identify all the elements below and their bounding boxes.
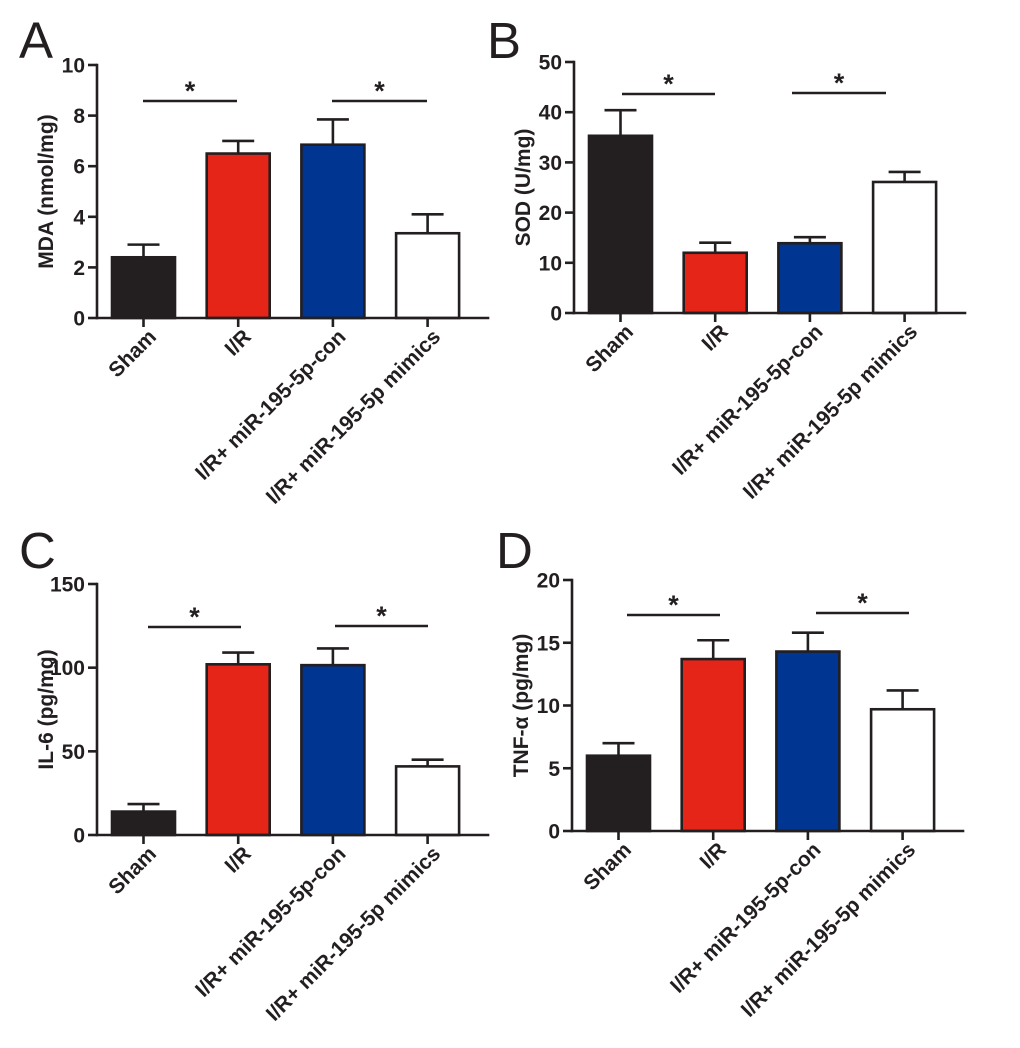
x-tick-label-i-r-mir-195-5p-con: I/R+ miR-195-5p-con (191, 325, 350, 484)
y-tick-label: 100 (50, 657, 85, 680)
panel-a: A MDA (nmol/mg) 0 2 4 6 8 10 Sham I/RI/R+ miR-195… (19, 12, 490, 509)
x-tick-label-i-r-mir-195-5p-mimics: I/R+ miR-195-5p mimics (739, 320, 922, 503)
panel-b: B SOD (U/mg) 0 10 20 30 40 50 Sham I/RI/R+ miR-19… (487, 12, 967, 504)
significance-star: * (663, 69, 674, 99)
x-tick-label-i-r-mir-195-5p-con: I/R+ miR-195-5p-con (668, 320, 827, 479)
bar-sham (587, 134, 654, 315)
y-tick-label: 10 (539, 252, 562, 275)
x-tick-label-i-r-mir-195-5p-mimics: I/R+ miR-195-5p mimics (737, 838, 920, 1021)
bar-i-r-mir-195-5p-mimics (869, 707, 936, 833)
x-tick-label-i-r-mir-195-5p-mimics: I/R+ miR-195-5p mimics (262, 842, 445, 1025)
y-tick-label: 20 (539, 202, 562, 225)
panel-letter: C (19, 522, 56, 579)
y-tick-label: 30 (539, 152, 562, 175)
x-tick-label-i-r: I/R (220, 842, 255, 877)
significance-star: * (374, 76, 385, 106)
panel-letter: A (19, 12, 53, 69)
bar-i-r-mir-195-5p-con (777, 241, 843, 315)
y-tick-label: 2 (73, 257, 85, 280)
x-tick-label-i-r: I/R (220, 325, 255, 360)
bar-i-r-mir-195-5p-mimics (394, 765, 461, 837)
x-tick-label-sham: Sham (104, 325, 161, 382)
bar-i-r (680, 657, 747, 833)
x-tick-label-i-r-mir-195-5p-con: I/R+ miR-195-5p-con (666, 838, 825, 997)
y-tick-label: 0 (73, 825, 85, 848)
panel-c: C IL-6 (pg/mg) 0 50 100 150 Sham I/RI/R+ miR-19… (19, 522, 490, 1026)
y-axis-label: IL-6 (pg/mg) (35, 649, 58, 769)
significance-star: * (185, 76, 196, 106)
bar-i-r (205, 663, 271, 837)
y-axis-label: MDA (nmol/mg) (35, 114, 58, 268)
y-tick-label: 40 (539, 102, 562, 125)
y-tick-label: 15 (537, 632, 561, 655)
x-tick-label-i-r: I/R (695, 838, 730, 873)
y-tick-label: 6 (73, 156, 85, 179)
y-tick-label: 0 (550, 303, 562, 326)
significance-star: * (376, 601, 387, 631)
x-tick-label-sham: Sham (581, 320, 638, 377)
bar-i-r-mir-195-5p-mimics (394, 231, 461, 320)
y-tick-label: 50 (539, 52, 562, 75)
bar-i-r-mir-195-5p-con (775, 650, 841, 833)
bar-i-r-mir-195-5p-con (300, 143, 366, 320)
significance-star: * (857, 588, 868, 618)
panel-letter: D (496, 522, 533, 579)
panel-letter: B (487, 12, 521, 69)
y-axis-label: TNF-α (pg/mg) (510, 634, 533, 778)
bar-i-r-mir-195-5p-mimics (871, 180, 938, 315)
x-tick-label-sham: Sham (104, 842, 161, 899)
y-tick-label: 8 (73, 105, 85, 128)
bar-sham (110, 810, 177, 837)
x-tick-label-sham: Sham (579, 838, 636, 895)
y-tick-label: 10 (62, 55, 85, 78)
bar-i-r (205, 152, 271, 320)
bar-sham (585, 754, 652, 833)
y-tick-label: 0 (548, 821, 560, 844)
x-tick-label-i-r-mir-195-5p-con: I/R+ miR-195-5p-con (191, 842, 350, 1001)
bar-i-r-mir-195-5p-con (300, 663, 366, 837)
panel-d: D TNF-α (pg/mg) 0 5 10 15 20 Sham I/RI/R+ miR-19… (496, 522, 965, 1022)
significance-star: * (189, 602, 200, 632)
y-tick-label: 10 (537, 695, 560, 718)
bar-sham (110, 255, 177, 320)
y-tick-label: 150 (50, 574, 85, 597)
y-axis-label: SOD (U/mg) (512, 129, 535, 247)
bar-i-r (682, 251, 749, 315)
x-tick-label-i-r: I/R (697, 320, 732, 355)
y-tick-label: 0 (73, 308, 85, 331)
y-tick-label: 5 (548, 758, 560, 781)
significance-star: * (834, 68, 845, 98)
y-tick-label: 50 (62, 741, 85, 764)
y-tick-label: 20 (537, 570, 560, 593)
x-tick-label-i-r-mir-195-5p-mimics: I/R+ miR-195-5p mimics (262, 325, 445, 508)
y-tick-label: 4 (73, 206, 85, 229)
significance-star: * (668, 590, 679, 620)
